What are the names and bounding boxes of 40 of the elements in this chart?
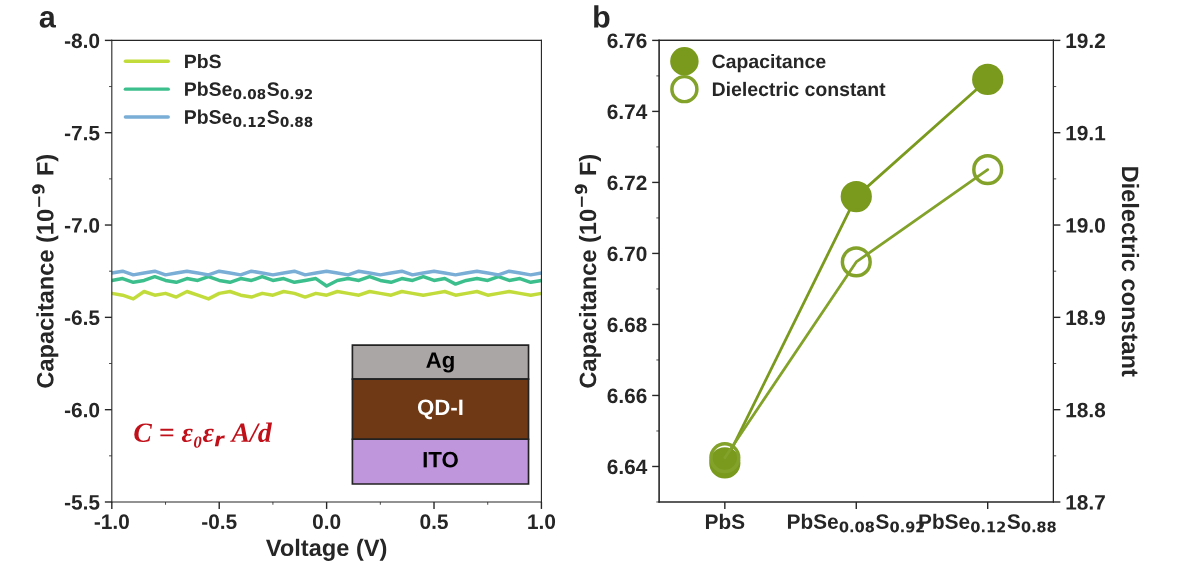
legend-label: PbS (185, 54, 221, 69)
y-tick-label: -7.0 (64, 218, 100, 233)
y-tick-label: 6.70 (607, 246, 647, 262)
y-tick-label: 6.64 (607, 459, 648, 475)
x-tick-label: -1.0 (94, 514, 129, 530)
x-tick-label: 1.0 (528, 514, 556, 530)
y-tick-label: -8.0 (64, 33, 100, 49)
y-tick-label: -7.5 (64, 125, 100, 141)
y-tick-label: 6.66 (607, 388, 647, 404)
y-tick-label: 6.72 (607, 175, 647, 191)
y2-tick-label: 19.0 (1066, 218, 1105, 233)
legend-label: PbSe$_{0.12}$S$_{0.88}$ (185, 109, 313, 128)
y2-axis-title: Dielectric constant (1121, 167, 1140, 377)
y2-tick-label: 18.8 (1066, 402, 1106, 418)
y-axis-title: Capacitance (10$^{−9}$ F) (574, 154, 601, 388)
annotation: ITO (423, 451, 458, 468)
x-axis-title: Voltage (V) (266, 538, 387, 561)
annotation: C = ε₀ε$_{r}$ A/d (134, 422, 273, 448)
y-tick-label: -5.5 (64, 495, 100, 510)
y-tick-label: -6.5 (64, 310, 100, 326)
chart-title: a (39, 11, 56, 28)
x-tick-label: 0.0 (312, 514, 341, 530)
y-tick-label: 6.76 (607, 33, 647, 49)
annotation: QD-I (417, 399, 463, 420)
legend-label: Capacitance (712, 54, 826, 73)
y2-tick-label: 19.1 (1066, 125, 1106, 141)
annotation: Ag (426, 352, 454, 373)
x-tick-label: -0.5 (202, 514, 237, 530)
y-tick-label: 6.74 (607, 104, 648, 120)
y-tick-label: 6.68 (607, 317, 647, 333)
y2-tick-label: 18.9 (1066, 310, 1105, 326)
x-tick-label: PbS (705, 513, 745, 530)
y-tick-label: -6.0 (64, 402, 100, 418)
y2-tick-label: 19.2 (1066, 33, 1105, 49)
chart-title: b (594, 5, 610, 28)
y-axis-title: Capacitance (10$^{−9}$ F) (32, 154, 59, 388)
legend-label: Dielectric constant (712, 81, 886, 97)
legend-label: PbSe$_{0.08}$S$_{0.92}$ (185, 81, 313, 100)
x-tick-label: 0.5 (420, 514, 448, 530)
y2-tick-label: 18.7 (1066, 494, 1105, 510)
